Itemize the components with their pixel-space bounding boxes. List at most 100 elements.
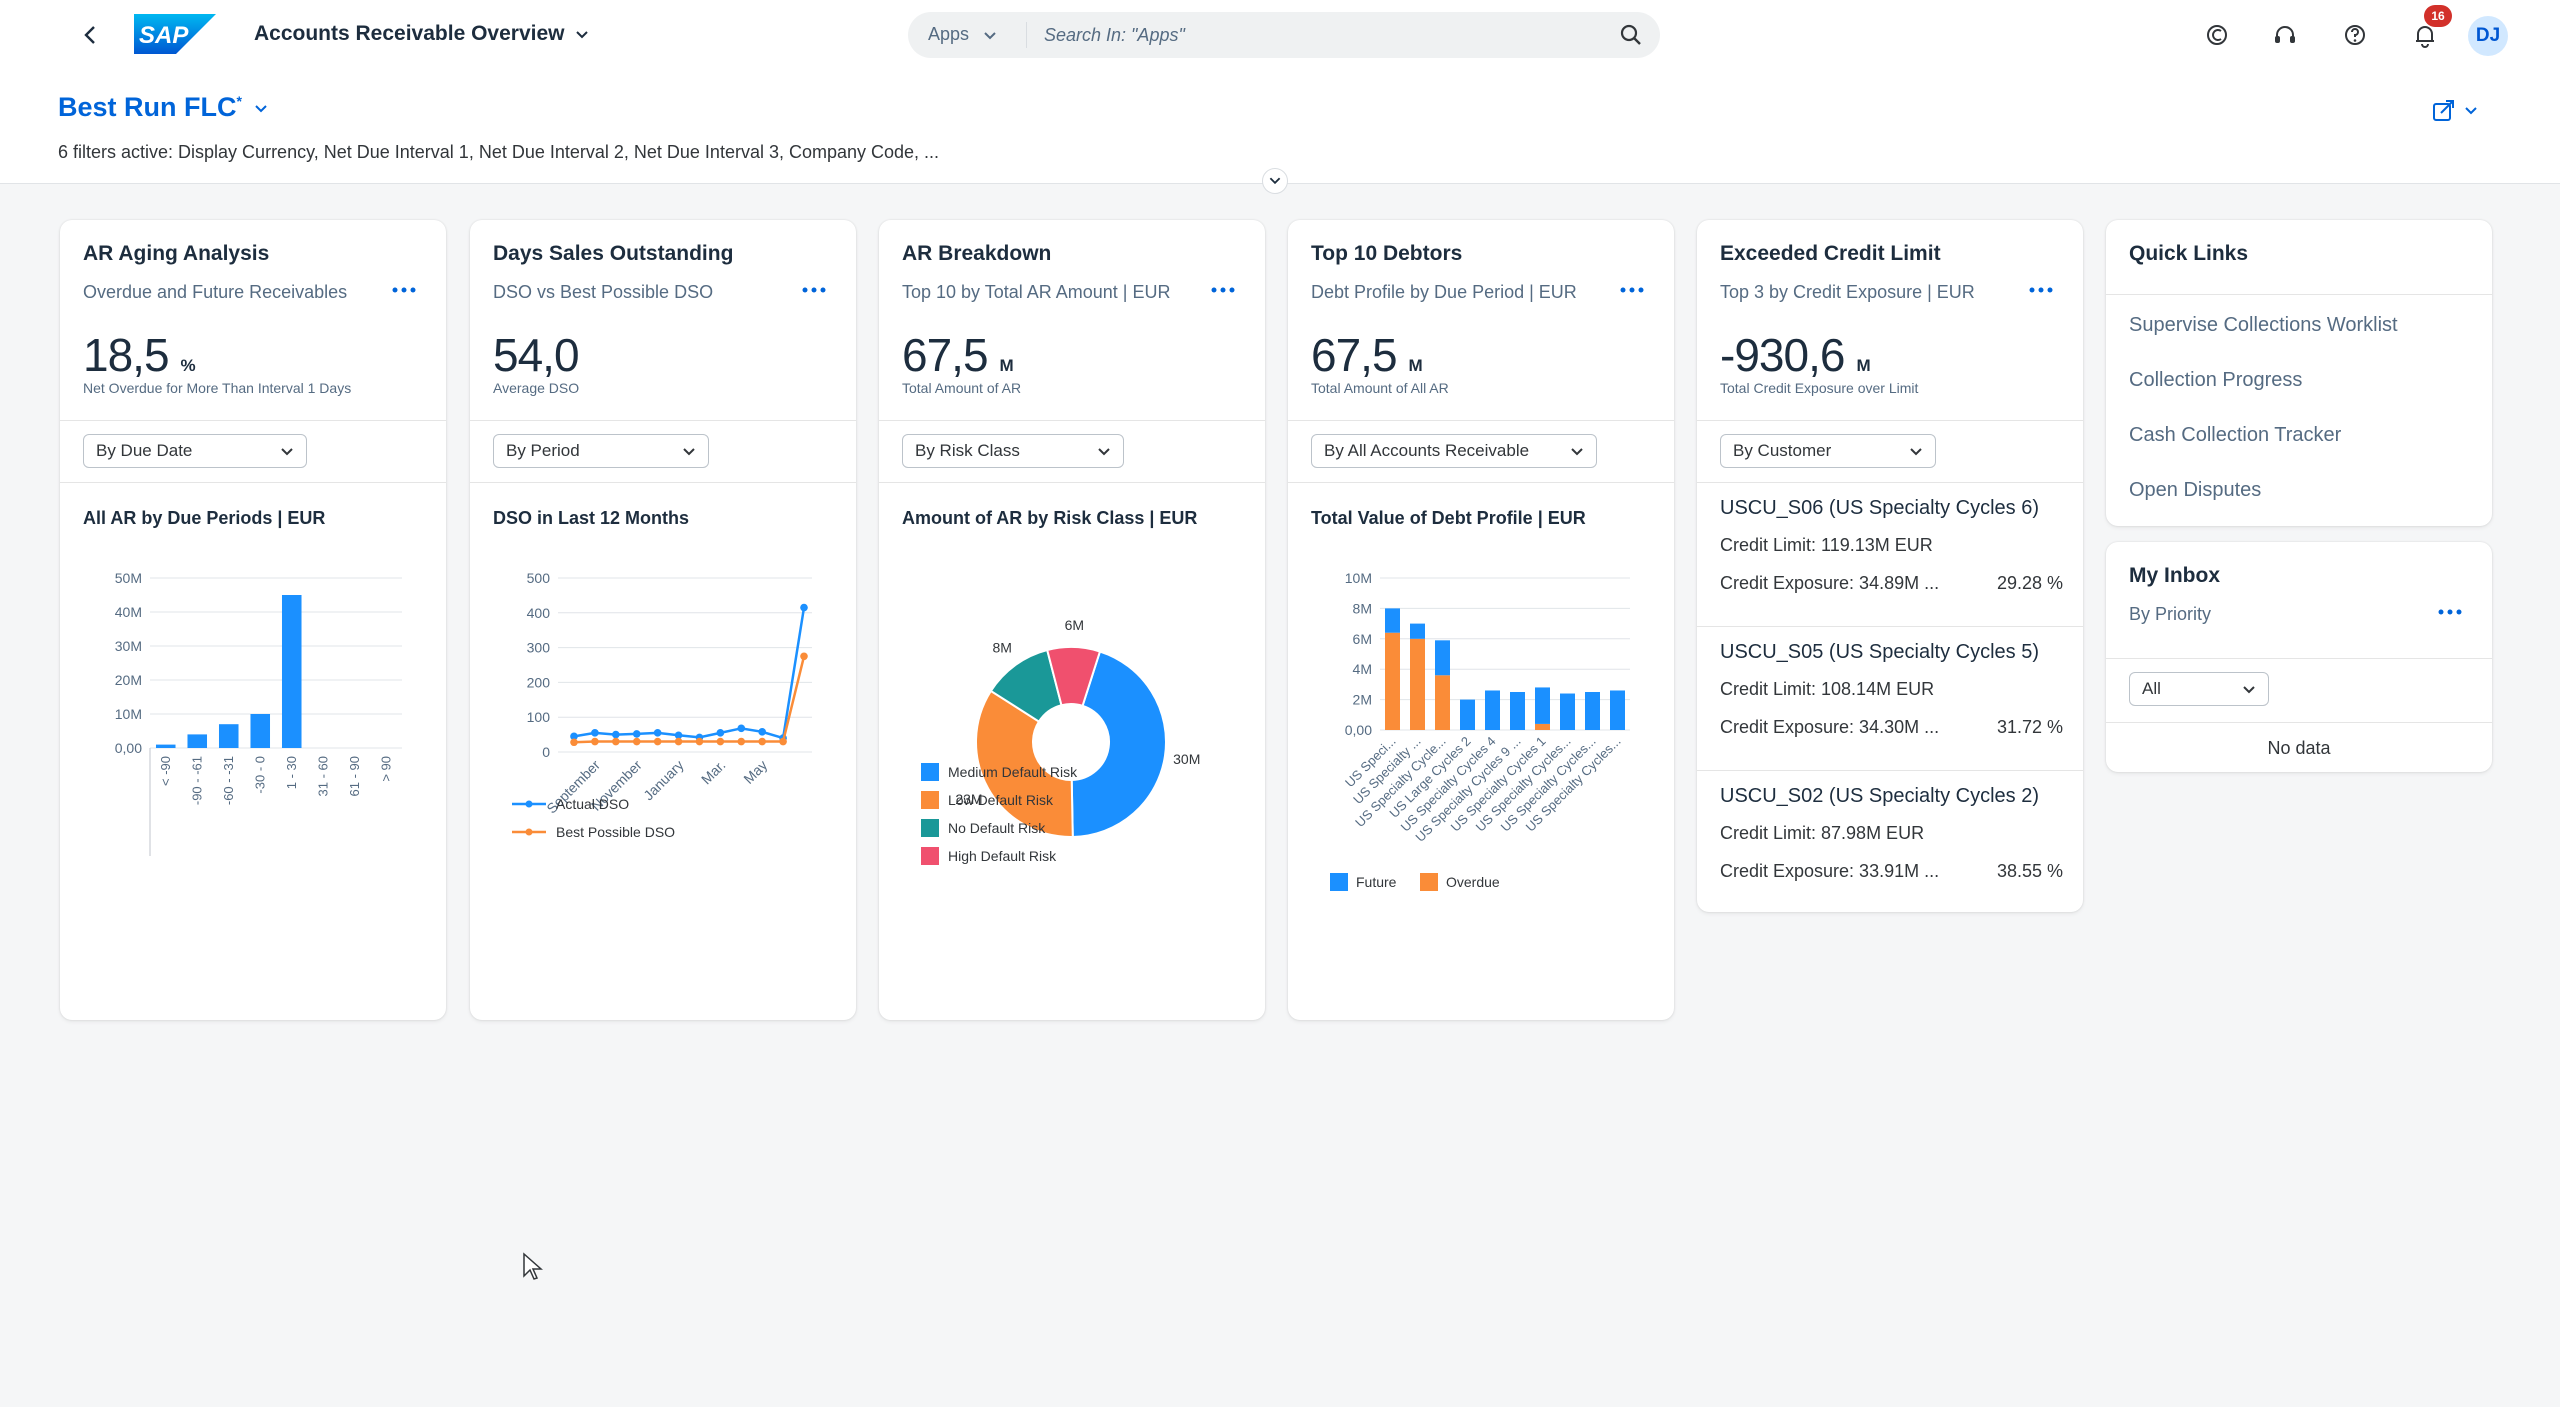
y-tick-label: 0,00 <box>1345 722 1372 738</box>
chevron-down-icon <box>281 448 293 456</box>
x-tick-label: > 90 <box>378 756 393 782</box>
data-point <box>695 737 704 746</box>
app-title-menu[interactable]: Accounts Receivable Overview <box>254 22 590 46</box>
more-options-icon[interactable] <box>800 280 828 300</box>
legend-swatch <box>525 800 533 808</box>
more-options-icon[interactable] <box>390 280 418 300</box>
share-icon[interactable] <box>2430 96 2486 126</box>
divider <box>1697 420 2083 421</box>
help-icon[interactable] <box>2340 20 2370 50</box>
card-title[interactable]: Top 10 Debtors <box>1311 242 1463 265</box>
data-point <box>716 729 725 737</box>
bar-future <box>1610 690 1625 730</box>
card-my-inbox[interactable]: My Inbox By Priority All No data <box>2106 542 2492 772</box>
user-avatar[interactable]: DJ <box>2468 16 2508 56</box>
x-tick-label: May <box>740 757 770 787</box>
credit-exposure: Credit Exposure: 33.91M ... <box>1720 861 1940 881</box>
back-icon[interactable] <box>76 20 106 50</box>
y-tick-label: 2M <box>1353 692 1372 708</box>
breakdown-view-select[interactable]: By Risk Class <box>902 434 1124 468</box>
divider <box>470 482 856 483</box>
inbox-priority-select[interactable]: All <box>2129 672 2269 706</box>
kpi-description: Average DSO <box>493 380 580 396</box>
more-options-icon[interactable] <box>1618 280 1646 300</box>
search-icon[interactable] <box>1618 22 1644 48</box>
y-tick-label: 300 <box>527 640 551 656</box>
bar-future <box>1535 687 1550 724</box>
sap-logo[interactable]: SAP <box>134 14 216 54</box>
card-title[interactable]: Exceeded Credit Limit <box>1720 242 1941 265</box>
legend-swatch <box>921 847 939 865</box>
headset-icon[interactable] <box>2270 20 2300 50</box>
legend-swatch <box>921 763 939 781</box>
quick-link-open-disputes[interactable]: Open Disputes <box>2129 479 2262 501</box>
more-options-icon[interactable] <box>2436 602 2464 622</box>
card-subtitle: By Priority <box>2129 604 2212 624</box>
bar-overdue <box>1435 675 1450 730</box>
quick-link-collection-progress[interactable]: Collection Progress <box>2129 369 2303 391</box>
card-exceeded-credit[interactable]: Exceeded Credit Limit Top 3 by Credit Ex… <box>1697 220 2083 912</box>
x-tick-label: 31 - 60 <box>315 756 330 796</box>
data-label: 23M <box>955 791 982 807</box>
card-dso[interactable]: Days Sales Outstanding DSO vs Best Possi… <box>470 220 856 1020</box>
empty-state-text: No data <box>2267 738 2331 758</box>
card-title[interactable]: AR Breakdown <box>902 242 1052 265</box>
list-item[interactable]: USCU_S06 (US Specialty Cycles 6) Credit … <box>1697 483 2083 627</box>
quick-link-cash-collection-tracker[interactable]: Cash Collection Tracker <box>2129 424 2342 446</box>
x-tick-label: -60 - -31 <box>221 756 236 805</box>
bar-future <box>1485 690 1500 730</box>
bar <box>155 744 176 748</box>
risk-donut-chart[interactable]: 30M 23M 8M 6M Medium Default Risk Low Default… <box>879 540 1265 940</box>
data-label: 30M <box>1173 751 1200 767</box>
variant-selector[interactable]: Best Run FLC* <box>58 92 270 123</box>
debtors-view-select[interactable]: By All Accounts Receivable <box>1311 434 1597 468</box>
notifications-bell-icon[interactable] <box>2410 20 2440 50</box>
credit-view-select[interactable]: By Customer <box>1720 434 1936 468</box>
quick-link-supervise-collections[interactable]: Supervise Collections Worklist <box>2129 314 2398 336</box>
credit-exposure: Credit Exposure: 34.30M ... <box>1720 717 1940 737</box>
data-point <box>674 737 683 746</box>
customer-name: USCU_S02 (US Specialty Cycles 2) <box>1720 785 2039 807</box>
x-tick-label: 61 - 90 <box>347 756 362 796</box>
joule-icon[interactable] <box>2202 20 2232 50</box>
chevron-down-icon <box>1098 448 1110 456</box>
kpi-number: 67,5 <box>902 329 989 381</box>
x-tick-label: January <box>640 757 687 804</box>
card-title[interactable]: My Inbox <box>2129 564 2221 587</box>
data-point <box>737 737 746 746</box>
card-ar-breakdown[interactable]: AR Breakdown Top 10 by Total AR Amount |… <box>879 220 1265 1020</box>
collapse-header-icon[interactable] <box>1262 168 1288 194</box>
chart-title: Total Value of Debt Profile | EUR <box>1311 508 1586 528</box>
search-divider <box>1026 22 1027 48</box>
credit-limit: Credit Limit: 108.14M EUR <box>1720 679 1935 699</box>
search-field[interactable]: Apps Search In: "Apps" <box>908 12 1660 58</box>
card-title[interactable]: AR Aging Analysis <box>83 242 270 265</box>
dso-view-select[interactable]: By Period <box>493 434 709 468</box>
card-top-debtors[interactable]: Top 10 Debtors Debt Profile by Due Perio… <box>1288 220 1674 1020</box>
kpi-number: 54,0 <box>493 329 580 381</box>
select-value: By Due Date <box>96 441 193 460</box>
y-tick-label: 8M <box>1353 600 1372 616</box>
more-options-icon[interactable] <box>1209 280 1237 300</box>
data-point <box>653 729 662 737</box>
aging-bar-chart[interactable]: 0,00 10M 20M 30M 40M 50M < -90 -90 - -61 -60 - -… <box>60 540 446 940</box>
dso-line-chart[interactable]: 0100200300400500SeptemberNovemberJanuary… <box>470 540 856 940</box>
customer-name: USCU_S06 (US Specialty Cycles 6) <box>1720 497 2039 519</box>
x-tick-label: -30 - 0 <box>252 756 267 794</box>
legend-swatch <box>525 828 533 836</box>
search-input[interactable]: Search In: "Apps" <box>1044 25 1185 45</box>
list-item[interactable]: USCU_S02 (US Specialty Cycles 2) Credit … <box>1697 771 2083 915</box>
card-ar-aging[interactable]: AR Aging Analysis Overdue and Future Rec… <box>60 220 446 1020</box>
kpi-description: Net Overdue for More Than Interval 1 Day… <box>83 380 352 396</box>
kpi-number: 18,5 <box>83 329 170 381</box>
bar-future <box>1510 692 1525 730</box>
bar <box>250 714 271 748</box>
search-scope-select[interactable]: Apps <box>928 24 997 45</box>
chart-title: DSO in Last 12 Months <box>493 508 690 528</box>
y-tick-label: 500 <box>527 570 551 586</box>
more-options-icon[interactable] <box>2027 280 2055 300</box>
aging-view-select[interactable]: By Due Date <box>83 434 307 468</box>
list-item[interactable]: USCU_S05 (US Specialty Cycles 5) Credit … <box>1697 627 2083 771</box>
card-title[interactable]: Days Sales Outstanding <box>493 242 734 265</box>
